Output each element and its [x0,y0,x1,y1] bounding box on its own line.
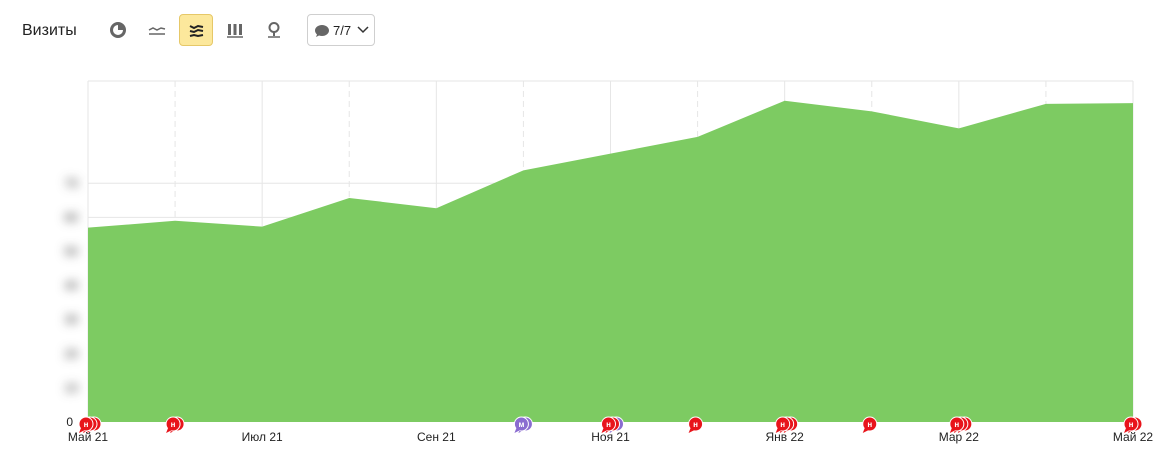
note-marker-letter: н [84,420,89,429]
x-tick-label: Мар 22 [939,430,979,444]
note-marker-tail [1124,428,1130,433]
line-chart-icon [148,27,166,35]
x-tick-label: Июл 21 [242,430,283,444]
note-marker-tail [514,428,521,433]
chart-title: Визиты [22,22,77,39]
y-tick-label: 40 [65,279,79,293]
comment-icon [315,25,329,37]
note-marker-circle [1123,416,1139,432]
chart-header: Визиты [0,14,420,48]
notes-count: 7/7 [333,23,352,38]
area-fill [88,100,1133,422]
y-tick-label: 20 [65,347,79,361]
data-point [521,168,525,172]
data-point [434,206,438,210]
note-marker-tail [949,428,956,433]
note-marker-circle [601,416,616,432]
note-marker-circle [165,416,181,432]
note-marker-tail [79,428,85,433]
map-button[interactable] [257,14,291,46]
pie-chart-button[interactable] [101,14,135,46]
note-marker: н [688,416,704,433]
note-marker: н [78,416,94,433]
note-marker-letter: н [867,420,872,429]
y-axis: 10 20 30 40 50 60 70 0 [65,176,79,429]
x-tick-label: Ноя 21 [591,430,630,444]
note-marker-circle [949,416,965,432]
y-tick-label-zero: 0 [66,415,73,429]
note-marker-letter: н [693,420,698,429]
note-marker: н [601,416,616,433]
note-marker-letter: н [954,420,959,429]
y-tick-label: 70 [65,176,79,190]
note-marker: м [513,416,529,433]
note-marker-letter: м [518,420,524,429]
data-point [173,219,177,223]
data-point [86,226,90,230]
map-icon [268,22,280,38]
note-marker-letter: н [780,420,785,429]
area-series [86,99,1135,422]
data-point [783,99,787,103]
note-marker: н [775,416,791,433]
data-point [347,196,351,200]
data-point [696,135,700,139]
bar-chart-button[interactable] [218,14,252,46]
x-axis: Май 21 Июл 21 Сен 21 Ноя 21 Янв 22 Мар 22 Май … [68,430,1154,444]
x-tick-label: Янв 22 [765,430,804,444]
y-tick-label: 10 [65,381,79,395]
y-tick-label: 60 [65,210,79,224]
note-marker-letter: н [171,420,176,429]
note-marker: н [862,416,878,433]
note-marker: н [949,416,965,433]
data-point [870,109,874,113]
area-chart-button[interactable] [179,14,213,46]
notes-dropdown[interactable]: 7/7 [307,14,375,46]
data-point [609,152,613,156]
x-tick-label: Май 22 [1113,430,1154,444]
pie-chart-icon [110,22,126,38]
chevron-down-icon [357,26,369,34]
note-marker-circle [688,416,704,432]
note-marker-circle [78,416,94,432]
data-point [957,126,961,130]
note-marker-tail [601,428,608,433]
note-marker-tail [862,428,869,433]
data-point [260,225,264,229]
note-marker-circle [862,416,878,432]
note-marker-circle [513,416,529,432]
y-tick-label: 50 [65,245,79,259]
area-chart-icon [189,24,204,38]
x-tick-label: Май 21 [68,430,109,444]
line-chart-button[interactable] [140,14,174,46]
x-tick-label: Сен 21 [417,430,456,444]
note-marker-tail [166,428,173,433]
note-marker-tail [688,428,695,433]
note-marker-tail [775,428,782,433]
note-marker-circle [775,416,791,432]
data-point [1131,101,1135,105]
note-marker: н [165,416,181,433]
note-marker-letter: н [1129,420,1134,429]
note-marker-letter: н [606,420,611,429]
data-point [1044,102,1048,106]
y-tick-label: 30 [65,313,79,327]
note-marker: н [1123,416,1139,433]
bar-chart-icon [227,24,243,38]
